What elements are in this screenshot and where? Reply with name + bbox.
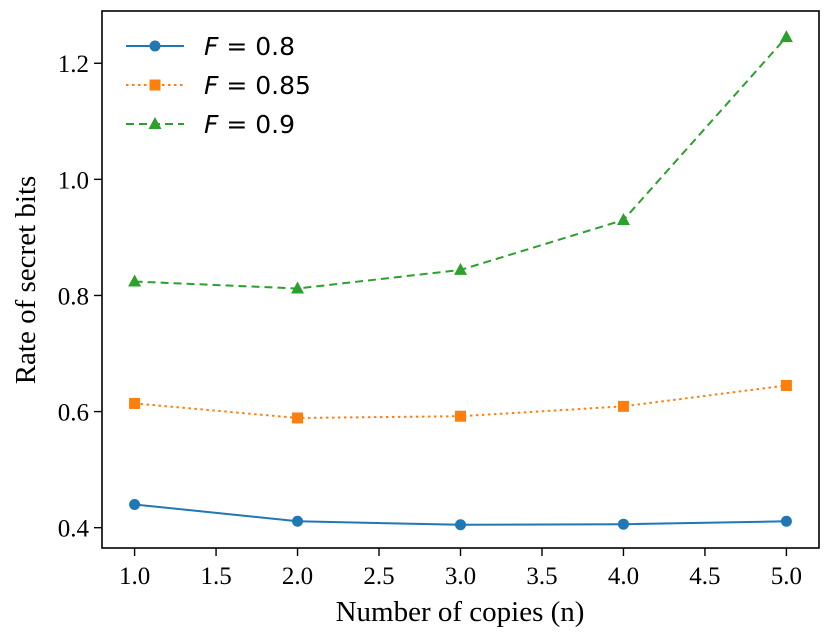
data-point bbox=[129, 397, 141, 409]
legend-entry-1: F = 0.8 bbox=[126, 32, 295, 61]
x-tick-label: 2.0 bbox=[282, 563, 313, 590]
y-tick-label: 0.4 bbox=[58, 516, 90, 543]
legend-entry-2: F = 0.85 bbox=[126, 71, 311, 100]
y-axis-label: Rate of secret bits bbox=[10, 176, 42, 385]
series-2 bbox=[129, 379, 792, 424]
x-tick-label: 2.5 bbox=[363, 563, 394, 590]
legend: F = 0.8 F = 0.85 F = 0.9 bbox=[126, 32, 311, 139]
legend-label: F = 0.85 bbox=[204, 71, 311, 100]
data-point bbox=[292, 412, 304, 424]
y-tick-label: 1.0 bbox=[58, 167, 89, 194]
legend-entry-3: F = 0.9 bbox=[126, 110, 295, 139]
x-tick-label: 1.0 bbox=[119, 563, 150, 590]
data-point bbox=[780, 515, 792, 527]
y-tick-label: 0.6 bbox=[58, 400, 89, 427]
legend-marker bbox=[149, 40, 161, 52]
series-1 bbox=[129, 498, 792, 531]
legend-marker bbox=[148, 117, 162, 129]
x-tick-label: 5.0 bbox=[771, 563, 802, 590]
data-point bbox=[617, 400, 629, 412]
series-3 bbox=[128, 30, 793, 294]
x-axis-label: Number of copies (n) bbox=[336, 596, 585, 628]
data-point bbox=[291, 281, 305, 294]
data-point bbox=[779, 30, 793, 43]
data-point bbox=[128, 274, 142, 287]
y-tick-label: 0.8 bbox=[58, 283, 89, 310]
data-point bbox=[616, 212, 630, 225]
series-layer bbox=[128, 30, 793, 531]
x-tick-label: 4.5 bbox=[689, 563, 720, 590]
legend-label: F = 0.8 bbox=[204, 32, 295, 61]
data-point bbox=[454, 262, 467, 275]
x-tick-label: 1.5 bbox=[200, 563, 231, 590]
data-point bbox=[780, 379, 792, 391]
legend-marker bbox=[149, 79, 161, 91]
axes-layer: 1.0 1.5 2.0 2.5 3.0 3.5 4.0 4.5 5.0 0.4 0.6 0.8 1.0 1… bbox=[58, 10, 820, 590]
x-tick-label: 3.0 bbox=[445, 563, 476, 590]
legend-label: F = 0.9 bbox=[204, 110, 295, 139]
data-point bbox=[455, 410, 466, 422]
data-point bbox=[129, 498, 141, 510]
y-tick-label: 1.2 bbox=[58, 51, 89, 78]
data-point bbox=[455, 519, 466, 531]
x-tick-label: 3.5 bbox=[526, 563, 557, 590]
data-point bbox=[292, 515, 304, 527]
x-tick-label: 4.0 bbox=[608, 563, 639, 590]
data-point bbox=[617, 518, 629, 530]
series-line bbox=[134, 384, 787, 419]
